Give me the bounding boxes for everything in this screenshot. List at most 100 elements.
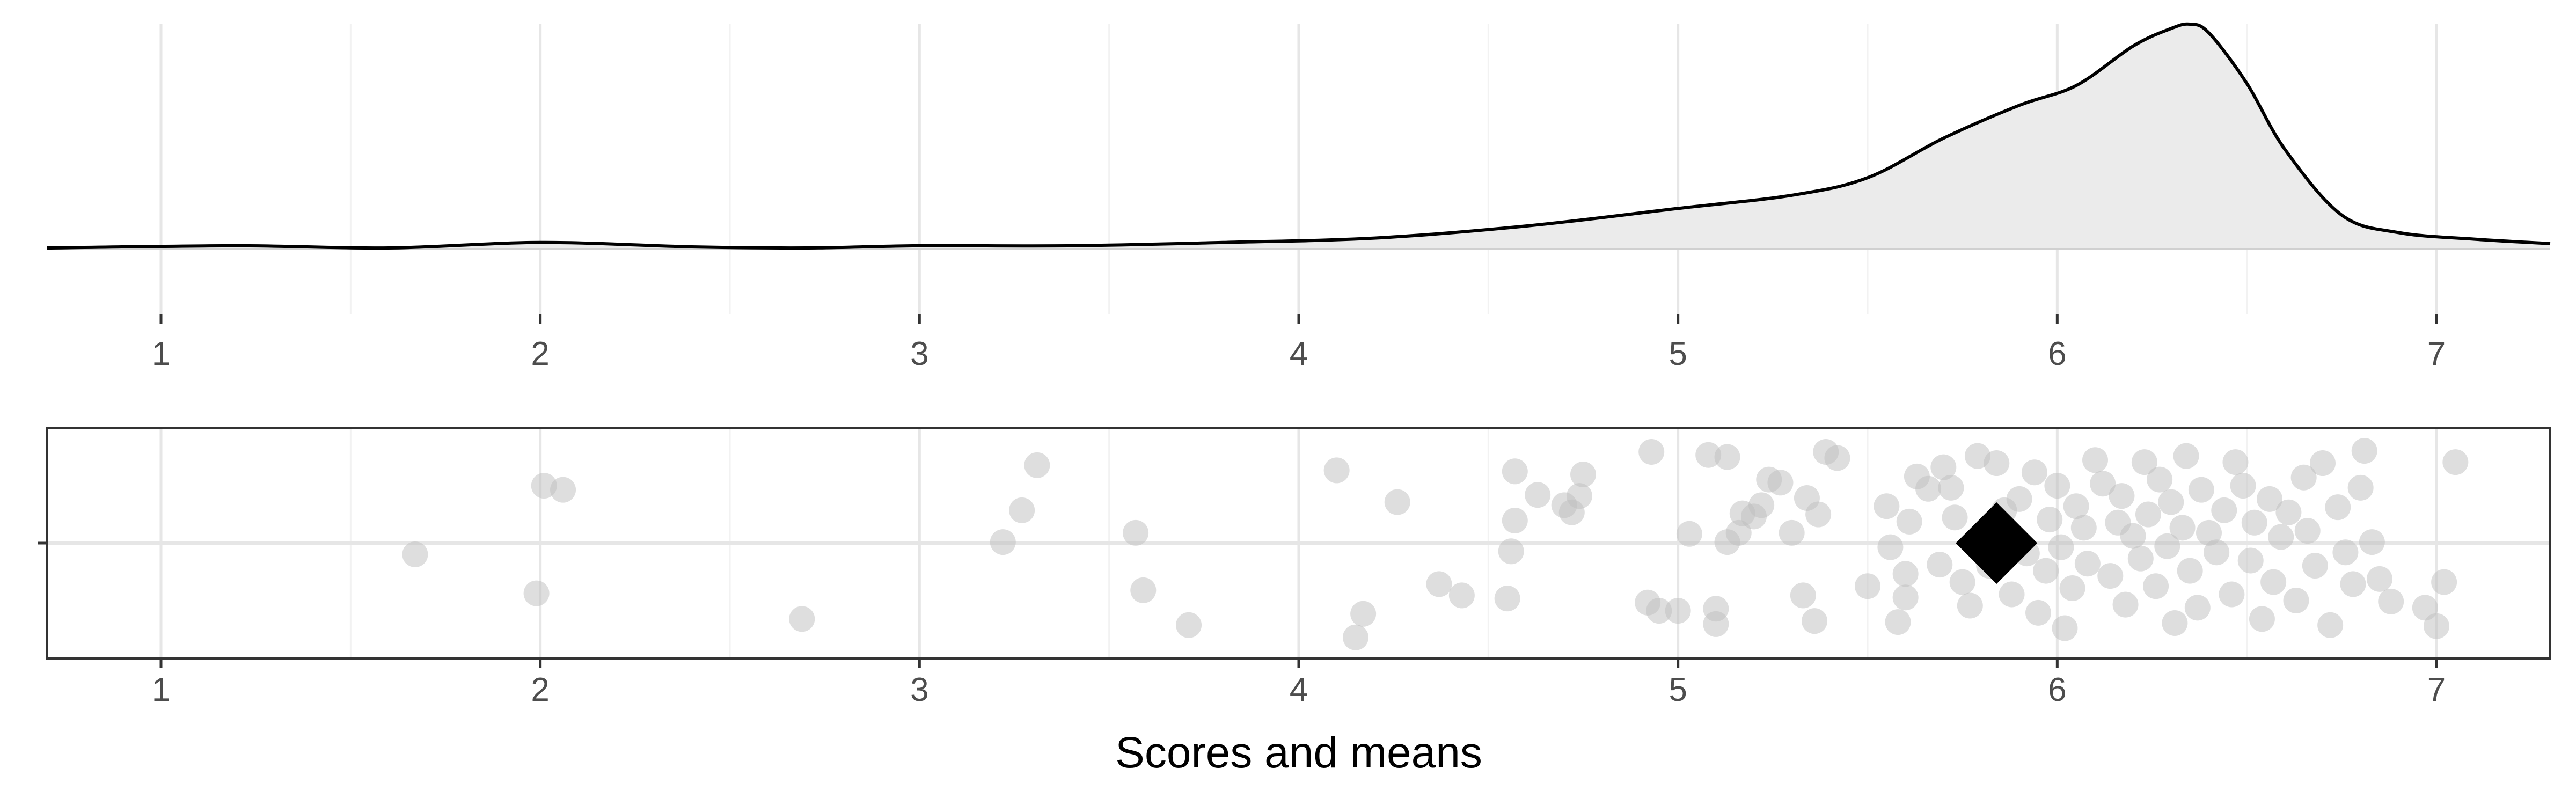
data-point bbox=[2222, 449, 2249, 475]
data-point bbox=[2074, 551, 2101, 577]
data-point bbox=[2290, 464, 2317, 491]
data-point bbox=[1938, 474, 1964, 501]
data-point bbox=[1915, 475, 1942, 502]
data-point bbox=[1009, 497, 1035, 523]
data-point bbox=[1790, 582, 1816, 609]
density-tick-label: 4 bbox=[1290, 335, 1308, 372]
density-curve bbox=[47, 22, 2551, 250]
data-point bbox=[2241, 509, 2267, 536]
data-point bbox=[2268, 524, 2294, 550]
data-point bbox=[1323, 457, 1350, 484]
data-point bbox=[1703, 611, 1729, 637]
data-point bbox=[2367, 566, 2392, 592]
data-point bbox=[2302, 553, 2328, 579]
data-point bbox=[1805, 501, 1832, 528]
data-point bbox=[1498, 538, 1524, 565]
data-point bbox=[1502, 458, 1528, 485]
data-point bbox=[523, 580, 550, 606]
data-point bbox=[2127, 545, 2154, 572]
data-point bbox=[1638, 439, 1665, 465]
data-point bbox=[1984, 450, 2010, 477]
jitter-tick-label: 3 bbox=[910, 671, 928, 708]
density-tick-label: 6 bbox=[2048, 335, 2066, 372]
data-point bbox=[990, 529, 1016, 555]
data-point bbox=[1343, 624, 1368, 650]
data-point bbox=[2063, 493, 2089, 519]
data-point bbox=[1824, 445, 1850, 471]
data-point bbox=[2237, 547, 2264, 574]
data-point bbox=[2037, 507, 2063, 533]
data-point bbox=[2257, 486, 2283, 512]
data-point bbox=[2378, 588, 2404, 614]
data-point bbox=[1676, 521, 1702, 547]
data-point bbox=[1802, 608, 1828, 634]
data-point bbox=[1665, 598, 1691, 624]
jitter-tick-label: 4 bbox=[1290, 671, 1308, 708]
data-point bbox=[2135, 501, 2161, 528]
data-point bbox=[1779, 519, 1805, 546]
data-point bbox=[2211, 497, 2237, 523]
data-point bbox=[1725, 519, 1752, 546]
density-tick-label: 1 bbox=[152, 335, 170, 372]
data-point bbox=[789, 606, 815, 632]
data-point bbox=[2025, 599, 2051, 626]
data-point bbox=[1570, 462, 1596, 488]
jitter-tick-label: 6 bbox=[2048, 671, 2066, 708]
data-point bbox=[2332, 539, 2359, 566]
density-tick-label: 3 bbox=[910, 335, 928, 372]
x-axis-title: Scores and means bbox=[1115, 728, 1482, 777]
data-point bbox=[2044, 473, 2070, 499]
data-point bbox=[1502, 507, 1528, 533]
data-point bbox=[1949, 569, 1975, 595]
data-point bbox=[1350, 601, 1377, 627]
data-point bbox=[2070, 515, 2097, 541]
data-point bbox=[1494, 586, 1520, 612]
data-point bbox=[2340, 571, 2366, 597]
data-point bbox=[2275, 499, 2302, 525]
data-point bbox=[2162, 610, 2188, 636]
data-point bbox=[2082, 447, 2108, 473]
data-point bbox=[2184, 595, 2211, 621]
data-point bbox=[2147, 466, 2173, 493]
data-point bbox=[2112, 591, 2139, 618]
jitter-panel: 1 2 3 4 5 6 7 bbox=[38, 427, 2551, 708]
data-point bbox=[2154, 533, 2180, 559]
data-point bbox=[2097, 563, 2124, 589]
data-point bbox=[1942, 504, 1968, 531]
data-point bbox=[2006, 486, 2032, 512]
data-point bbox=[1024, 452, 1050, 478]
data-point bbox=[2052, 615, 2078, 641]
data-point bbox=[1855, 573, 1880, 599]
jitter-x-axis: 1 2 3 4 5 6 7 bbox=[152, 658, 2446, 708]
density-tick-label: 2 bbox=[531, 335, 549, 372]
data-point bbox=[2347, 474, 2374, 501]
data-point bbox=[1123, 519, 1149, 546]
data-point bbox=[2048, 534, 2074, 560]
data-point bbox=[2317, 612, 2344, 638]
data-point bbox=[2431, 569, 2457, 595]
density-panel: 1 2 3 4 5 6 7 bbox=[47, 22, 2551, 372]
jitter-tick-label: 1 bbox=[152, 671, 170, 708]
data-point bbox=[2021, 459, 2047, 486]
data-point bbox=[2310, 450, 2336, 477]
data-point bbox=[2158, 489, 2184, 515]
mean-diamond-marker bbox=[1956, 502, 2038, 584]
data-point bbox=[1892, 584, 1919, 611]
data-point bbox=[2169, 515, 2196, 541]
data-point bbox=[1957, 592, 1983, 619]
density-x-axis: 1 2 3 4 5 6 7 bbox=[152, 314, 2446, 372]
data-point bbox=[1885, 609, 1911, 635]
data-point bbox=[1448, 582, 1475, 609]
data-point bbox=[1874, 493, 1900, 519]
data-point bbox=[1525, 482, 1551, 508]
data-point bbox=[1714, 444, 1740, 470]
data-point bbox=[2283, 587, 2309, 613]
data-point bbox=[2230, 473, 2256, 499]
data-point bbox=[550, 477, 576, 503]
data-point bbox=[2131, 449, 2157, 475]
data-point bbox=[1646, 598, 1672, 624]
density-tick-label: 5 bbox=[1668, 335, 1687, 372]
data-point bbox=[1426, 571, 1452, 597]
jitter-tick-label: 5 bbox=[1668, 671, 1687, 708]
